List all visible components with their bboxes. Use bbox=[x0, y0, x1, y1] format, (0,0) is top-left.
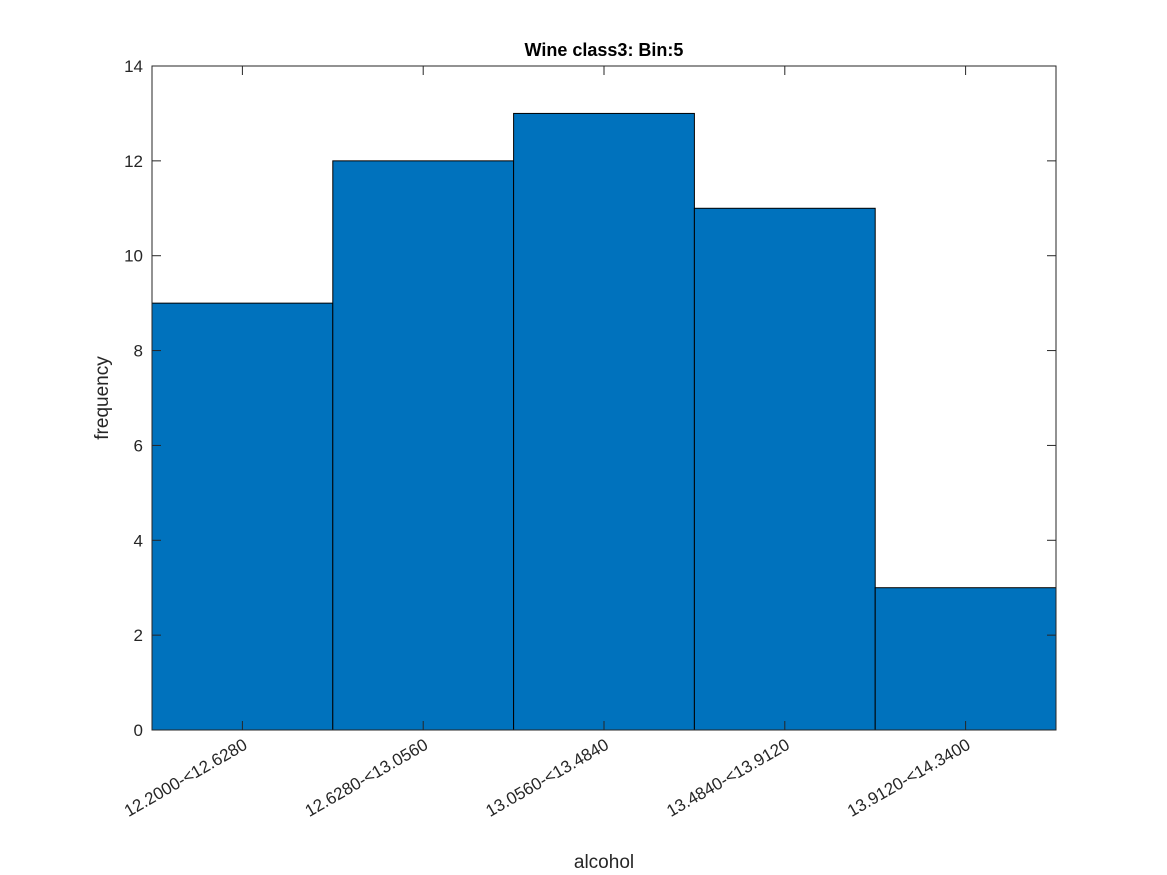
histogram-bar bbox=[874, 587, 1057, 731]
x-axis-label: alcohol bbox=[574, 852, 634, 873]
y-tick-label: 2 bbox=[134, 626, 143, 645]
y-tick-label: 6 bbox=[134, 436, 143, 455]
y-tick-label: 8 bbox=[134, 342, 143, 361]
x-tick-label: 12.6280-<13.0560 bbox=[302, 735, 431, 821]
y-tick-label: 12 bbox=[124, 152, 143, 171]
x-tick-label: 13.4840-<13.9120 bbox=[663, 735, 792, 821]
histogram-bar bbox=[513, 112, 695, 731]
y-tick-label: 10 bbox=[124, 247, 143, 266]
y-tick-label: 0 bbox=[134, 721, 143, 740]
histogram-bar bbox=[693, 207, 876, 731]
chart-title: Wine class3: Bin:5 bbox=[525, 40, 684, 60]
y-axis: 0 2 4 6 8 10 12 14 bbox=[124, 57, 1056, 740]
histogram-bar bbox=[332, 160, 515, 731]
y-axis-label: frequency bbox=[92, 356, 113, 440]
x-tick-label: 12.2000-<12.6280 bbox=[121, 735, 250, 821]
histogram-bar bbox=[151, 302, 334, 731]
bars-layer bbox=[151, 112, 1057, 731]
y-tick-label: 4 bbox=[134, 531, 143, 550]
x-tick-label: 13.0560-<13.4840 bbox=[483, 735, 612, 821]
x-tick-label: 13.9120-<14.3400 bbox=[844, 735, 973, 821]
y-tick-label: 14 bbox=[124, 57, 143, 76]
